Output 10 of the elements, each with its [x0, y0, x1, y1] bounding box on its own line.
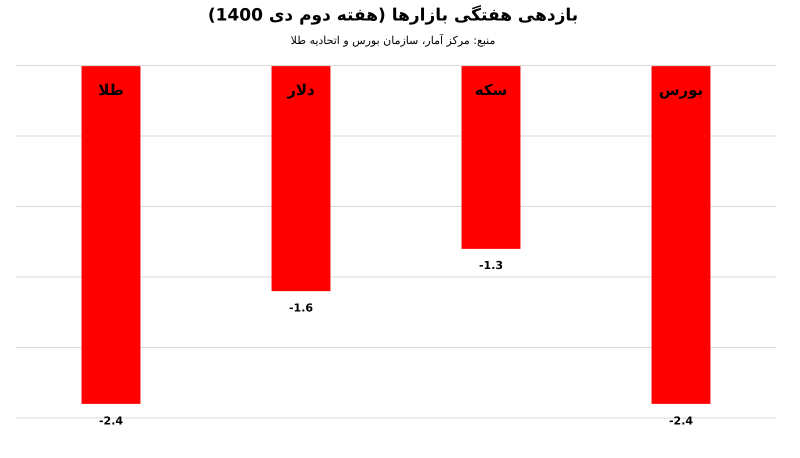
x-tick-label: بورس [658, 80, 704, 99]
chart-title: بازدهی هفتگی بازارها (هفته دوم دی 1400) [208, 4, 578, 26]
text: منبع: مرکز آمار، سازمان بورس و اتحادیه طلا [290, 32, 496, 47]
x-tick-label: طلا [98, 80, 124, 99]
data-label: -2.4 [668, 414, 694, 428]
x-tick-label: سکه [474, 80, 508, 99]
x-tick-label: دلار [286, 80, 316, 99]
data-label: -1.6 [288, 301, 314, 314]
data-label: -2.4 [98, 414, 124, 428]
data-label: -1.3 [478, 259, 504, 272]
